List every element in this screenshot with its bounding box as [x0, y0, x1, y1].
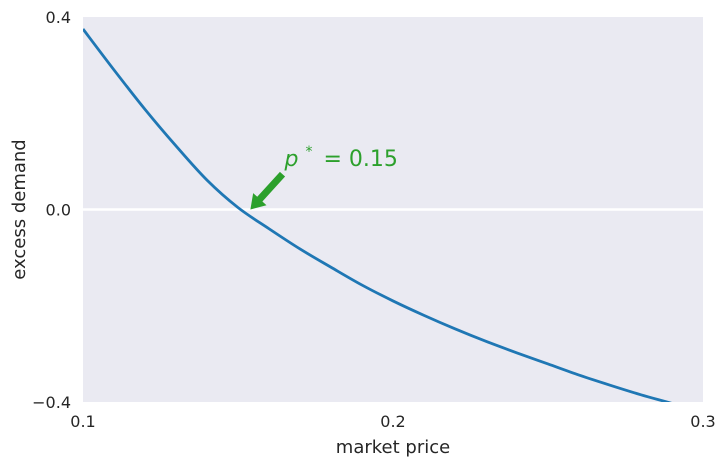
x-tick-label: 0.1 [70, 412, 95, 431]
x-tick-label: 0.3 [690, 412, 715, 431]
y-axis-ticks: 0.4 0.0 −0.4 [32, 8, 71, 412]
annotation-arrow [250, 171, 286, 210]
annotation-label: p * = 0.15 [284, 137, 398, 172]
x-axis-label: market price [336, 437, 450, 458]
y-tick-label: 0.4 [46, 8, 71, 27]
x-axis-ticks: 0.1 0.2 0.3 [70, 412, 715, 431]
y-axis-label: excess demand [9, 139, 30, 279]
series-group [83, 28, 673, 402]
series-line-0 [83, 28, 673, 402]
annotation-group: p * = 0.15 [250, 137, 398, 210]
y-tick-label: −0.4 [32, 393, 71, 412]
x-tick-label: 0.2 [380, 412, 405, 431]
annotation-superscript: * [305, 144, 312, 160]
y-tick-label: 0.0 [46, 201, 71, 220]
annotation-value: = 0.15 [323, 147, 397, 172]
annotation-symbol: p [284, 147, 299, 172]
